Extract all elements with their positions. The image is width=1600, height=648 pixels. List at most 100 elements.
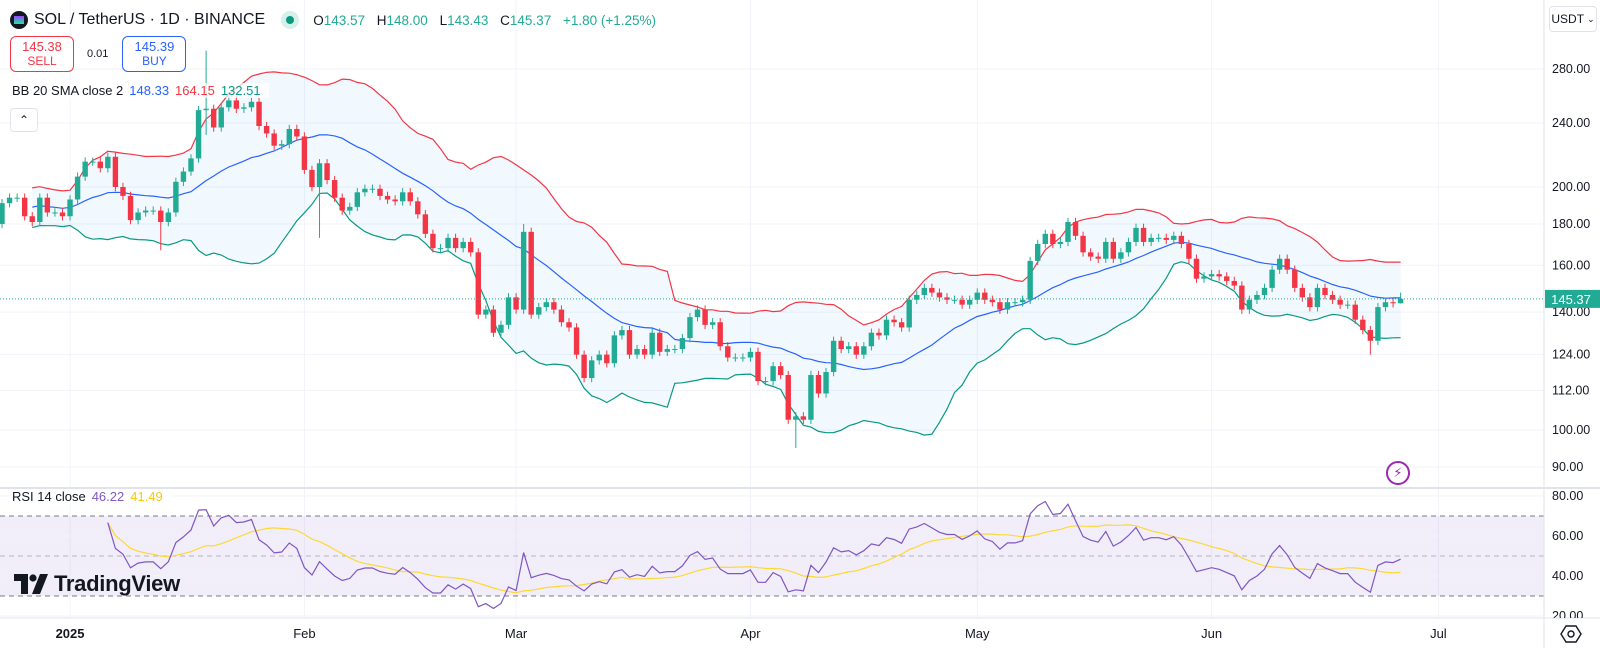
candle xyxy=(1072,217,1079,241)
chevron-down-icon: ⌄ xyxy=(1587,13,1595,24)
candle xyxy=(1163,233,1169,245)
bb-fill xyxy=(32,71,1401,436)
buy-price: 145.39 xyxy=(134,39,175,54)
candle-body xyxy=(180,171,187,182)
candle xyxy=(762,376,769,386)
candle-body xyxy=(14,197,20,199)
candle-body xyxy=(1360,319,1366,331)
candle xyxy=(0,198,5,229)
low-label: L xyxy=(439,12,448,28)
candle xyxy=(1042,229,1048,249)
settings-icon[interactable] xyxy=(1560,624,1582,644)
candle xyxy=(1012,298,1018,307)
candle xyxy=(1329,290,1336,305)
candle-body xyxy=(1035,243,1041,261)
candle-body xyxy=(1140,227,1147,242)
candle-body xyxy=(331,180,338,198)
candle xyxy=(279,139,285,150)
candle-body xyxy=(1072,222,1079,236)
time-tick-label: May xyxy=(965,626,990,641)
candle xyxy=(1397,292,1404,304)
candle-body xyxy=(67,199,73,217)
candle xyxy=(248,97,255,112)
candle xyxy=(112,152,119,192)
candle xyxy=(1087,248,1094,261)
candle-body xyxy=(785,375,791,420)
candle-body xyxy=(1307,297,1313,308)
candle-body xyxy=(339,197,345,211)
tradingview-logo[interactable]: TradingView xyxy=(14,571,180,597)
candle xyxy=(407,188,413,206)
candle xyxy=(135,208,141,225)
candle-body xyxy=(135,212,141,221)
candle-body xyxy=(800,416,807,420)
candle xyxy=(679,333,686,354)
candle xyxy=(588,356,595,383)
lightning-icon[interactable]: ⚡︎ xyxy=(1386,461,1410,485)
price-tick-label: 90.00 xyxy=(1552,460,1583,474)
candle xyxy=(1322,283,1328,300)
candle xyxy=(142,206,149,217)
candle xyxy=(641,344,648,359)
candle xyxy=(974,288,980,305)
candle xyxy=(989,295,996,307)
candle xyxy=(1344,300,1351,309)
rsi-tick-label: 40.00 xyxy=(1552,569,1583,583)
candle xyxy=(551,298,557,314)
candle-body xyxy=(619,330,625,336)
candle-body xyxy=(944,297,950,300)
candle-body xyxy=(1050,233,1056,244)
candle xyxy=(475,248,481,319)
symbol-title[interactable]: SOL / TetherUS · 1D · BINANCE xyxy=(34,11,266,28)
candle-body xyxy=(105,156,111,169)
buy-label: BUY xyxy=(142,54,167,68)
candle xyxy=(581,350,587,383)
candle-body xyxy=(173,181,179,213)
candle xyxy=(619,325,625,340)
candle-body xyxy=(256,101,262,126)
candle-body xyxy=(876,332,882,336)
candle xyxy=(1390,298,1396,308)
close-label: C xyxy=(500,12,510,28)
candle xyxy=(1118,248,1124,263)
tradingview-logo-icon xyxy=(14,574,48,594)
candle xyxy=(536,302,542,319)
candle xyxy=(399,188,406,206)
candle xyxy=(1254,290,1260,305)
candle xyxy=(294,124,300,141)
candle xyxy=(626,325,633,359)
candle xyxy=(702,305,708,330)
buy-button[interactable]: 145.39 BUY xyxy=(122,36,187,72)
candle xyxy=(59,208,66,221)
candle-body xyxy=(989,299,996,303)
candle-body xyxy=(142,210,149,213)
candle xyxy=(1140,223,1147,247)
candle xyxy=(37,193,43,227)
rsi-legend[interactable]: RSI 14 close 46.22 41.49 xyxy=(10,489,171,504)
currency-select[interactable]: USDT ⌄ xyxy=(1549,6,1597,32)
candle xyxy=(452,233,459,253)
candle-body xyxy=(407,192,413,202)
candle-body xyxy=(279,144,285,146)
candle xyxy=(1171,231,1177,245)
candle xyxy=(891,315,897,327)
candle-body xyxy=(203,108,209,111)
candle-body xyxy=(1004,302,1011,310)
candle xyxy=(1193,254,1200,283)
candle xyxy=(1314,283,1321,312)
candle-body xyxy=(1284,258,1290,270)
candle xyxy=(1148,233,1154,247)
candle xyxy=(777,361,784,380)
candle xyxy=(747,347,754,362)
bb-legend[interactable]: BB 20 SMA close 2 148.33 164.15 132.51 xyxy=(10,83,269,98)
collapse-legend-button[interactable]: ⌃ xyxy=(10,108,38,132)
sell-button[interactable]: 145.38 SELL xyxy=(10,36,74,72)
ohlc-values: O143.57 H148.00 L143.43 C145.37 +1.80 (+… xyxy=(313,13,664,28)
candle-body xyxy=(324,163,330,181)
candle xyxy=(883,315,890,340)
candle xyxy=(1178,231,1185,249)
candle xyxy=(543,298,550,312)
candle-body xyxy=(687,317,693,339)
bb-lower-value: 132.51 xyxy=(220,83,261,98)
